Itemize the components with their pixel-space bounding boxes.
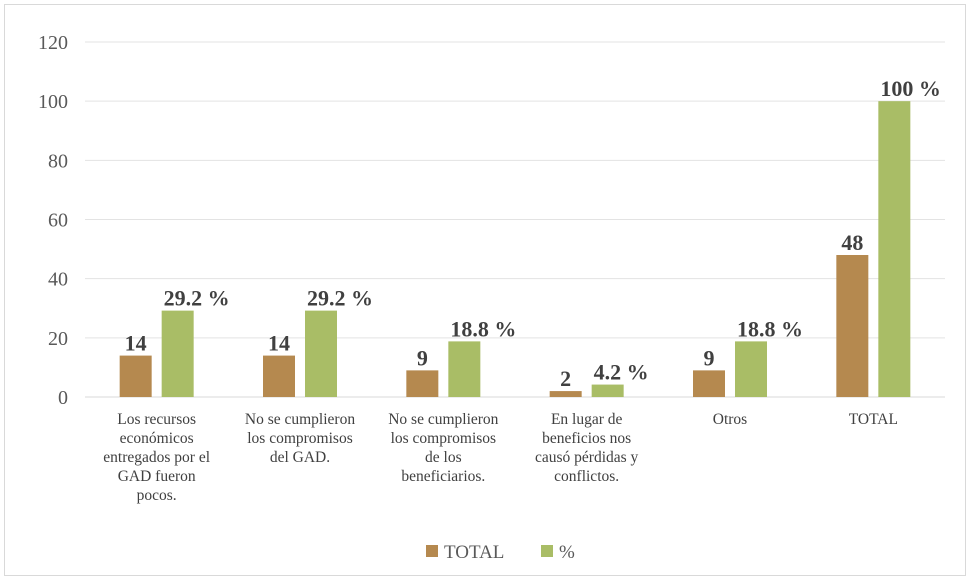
data-labels: 14 14 9 2 9 48 29.2 % 29.2 % 18.8 % 4.2 % 18.8 % 10…: [125, 76, 941, 391]
y-tick-label: 20: [48, 328, 68, 350]
category-label: No se cumplieron los compromisos del GAD.: [245, 411, 355, 466]
chart-frame: [4, 4, 966, 576]
data-label: 29.2 %: [164, 286, 230, 311]
data-label: 9: [417, 345, 428, 370]
legend-swatch: [541, 545, 553, 557]
bar-total: [836, 255, 869, 397]
data-label: 100 %: [880, 76, 941, 101]
data-label: 2: [560, 366, 571, 391]
legend: TOTAL%: [426, 542, 575, 563]
legend-swatch: [426, 545, 438, 557]
category-label: En lugar de beneficios nos causó pérdidas …: [535, 411, 639, 485]
category-label: No se cumplieron los compromisos de los ben…: [388, 411, 498, 485]
bar-total: [693, 370, 725, 397]
y-axis-ticks: 0 20 40 60 80 100 120: [38, 32, 68, 409]
category-label: Los recursos económicos entregados por el G…: [103, 411, 210, 504]
y-tick-label: 40: [48, 269, 68, 291]
bar-total: [549, 391, 582, 397]
y-tick-label: 60: [48, 210, 68, 232]
data-label: 18.8 %: [450, 316, 516, 341]
bar-percent: [305, 310, 337, 397]
data-label: 4.2 %: [594, 360, 649, 385]
bar-percent: [878, 101, 911, 398]
y-tick-label: 120: [38, 32, 68, 54]
bar-percent: [448, 341, 481, 397]
legend-label: TOTAL: [444, 542, 504, 563]
category-label: TOTAL: [849, 411, 898, 428]
bar-percent: [161, 310, 194, 397]
category-label: Otros: [713, 411, 747, 428]
y-tick-label: 100: [38, 91, 68, 113]
y-tick-label: 80: [48, 150, 68, 172]
data-label: 18.8 %: [737, 316, 803, 341]
category-labels: Los recursos económicos entregados por el G…: [103, 411, 898, 504]
data-label: 14: [268, 331, 290, 356]
data-label: 9: [704, 345, 715, 370]
bar-total: [263, 355, 295, 397]
bar-percent: [591, 384, 624, 397]
bar-percent: [735, 341, 767, 397]
gridlines: [85, 41, 945, 398]
data-label: 29.2 %: [307, 286, 373, 311]
bar-total: [406, 370, 439, 397]
bar-total: [119, 355, 152, 397]
data-label: 48: [841, 230, 863, 255]
data-label: 14: [125, 331, 147, 356]
bars: [119, 101, 911, 398]
legend-label: %: [559, 542, 575, 563]
y-tick-label: 0: [58, 387, 68, 409]
